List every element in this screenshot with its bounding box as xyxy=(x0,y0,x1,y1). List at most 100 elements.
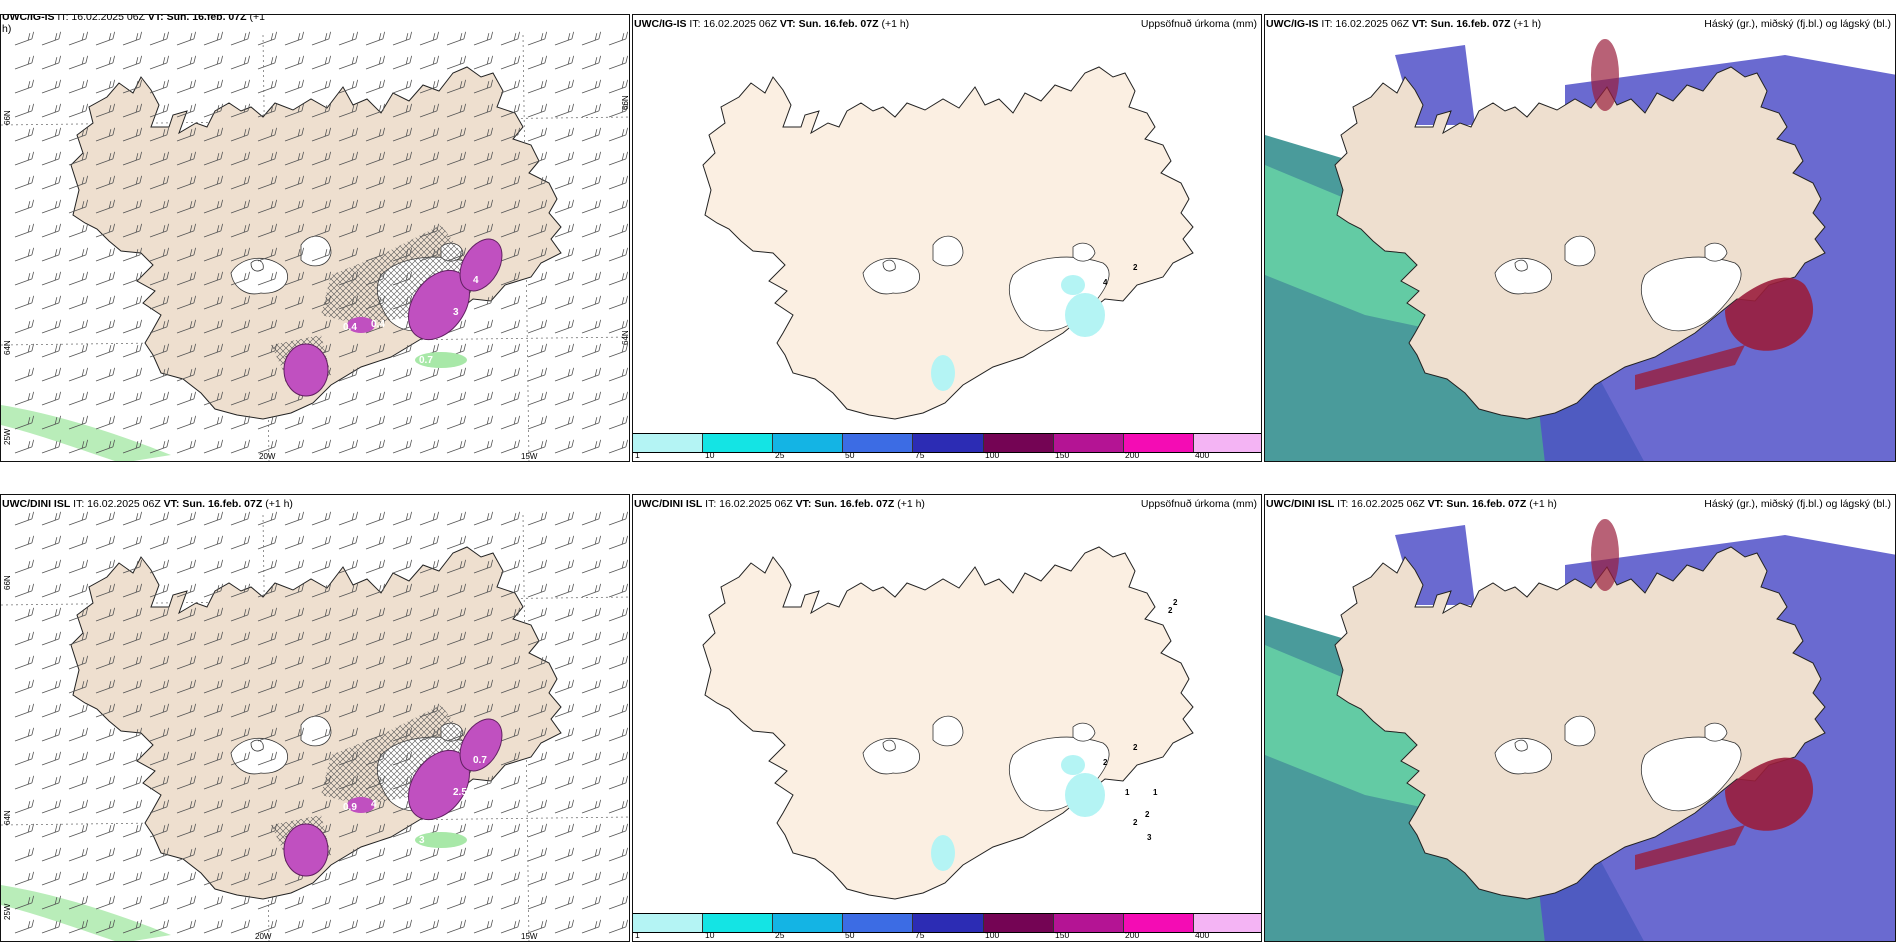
wind-barb xyxy=(554,391,575,406)
wind-barb xyxy=(311,703,332,718)
wind-barb xyxy=(446,583,467,598)
wind-barb xyxy=(203,247,224,262)
wind-barb xyxy=(473,511,494,526)
wind-barb xyxy=(230,247,251,262)
wind-barb xyxy=(338,847,359,862)
wind-barb xyxy=(257,31,278,46)
wind-barb xyxy=(473,895,494,910)
wind-barb xyxy=(527,655,548,670)
wind-barb xyxy=(311,415,332,430)
lat-label-64n: 64N xyxy=(3,340,12,355)
wind-barb xyxy=(203,583,224,598)
wind-barb xyxy=(41,703,62,718)
high-cloud-area xyxy=(1635,825,1745,870)
wind-barb xyxy=(608,175,629,190)
wind-barb xyxy=(581,223,602,238)
wind-barb xyxy=(338,535,359,550)
wind-barb xyxy=(68,343,89,358)
wind-barb xyxy=(419,919,440,934)
precip-value: 2 xyxy=(1133,263,1138,272)
wind-barb xyxy=(95,751,116,766)
wind-barb xyxy=(527,223,548,238)
wind-barb xyxy=(122,415,143,430)
wind-barb xyxy=(149,871,170,886)
wind-barb xyxy=(608,271,629,286)
wind-barb xyxy=(446,535,467,550)
wind-barb xyxy=(14,703,35,718)
wind-barb xyxy=(608,511,629,526)
contour-value: 3 xyxy=(453,307,459,318)
glacier xyxy=(882,259,896,272)
wind-barb xyxy=(41,679,62,694)
wind-barb xyxy=(203,79,224,94)
lead-time-unit: h) xyxy=(2,23,12,35)
wind-barb xyxy=(500,871,521,886)
wind-barb xyxy=(392,199,413,214)
wind-barb xyxy=(608,343,629,358)
wind-barb xyxy=(203,127,224,142)
wind-barb xyxy=(365,679,386,694)
precip-cell xyxy=(283,343,329,397)
wind-barb xyxy=(68,583,89,598)
wind-barb xyxy=(311,751,332,766)
wind-barb xyxy=(176,223,197,238)
wind-barb xyxy=(203,703,224,718)
wind-barb xyxy=(527,799,548,814)
wind-barb xyxy=(149,775,170,790)
wind-barb xyxy=(95,391,116,406)
wind-barb xyxy=(257,175,278,190)
wind-barb xyxy=(419,31,440,46)
wind-barb xyxy=(122,319,143,334)
wind-barb xyxy=(473,127,494,142)
wind-barb xyxy=(392,103,413,118)
colorbar-swatch xyxy=(633,434,704,452)
wind-barb xyxy=(446,511,467,526)
wind-barb xyxy=(500,919,521,934)
wind-barb xyxy=(392,655,413,670)
wind-barb xyxy=(284,151,305,166)
wind-barb xyxy=(473,391,494,406)
precip-patch xyxy=(931,835,955,871)
wind-barb xyxy=(608,823,629,838)
wind-barb xyxy=(446,799,467,814)
wind-barb xyxy=(311,175,332,190)
wind-barb xyxy=(419,103,440,118)
wind-barb xyxy=(122,55,143,70)
wind-barb xyxy=(68,751,89,766)
wind-barb xyxy=(284,271,305,286)
wind-barb xyxy=(500,583,521,598)
wind-barb xyxy=(176,919,197,934)
colorbar-swatch xyxy=(1123,434,1194,452)
wind-barb xyxy=(257,607,278,622)
wind-barb xyxy=(257,391,278,406)
wind-barb xyxy=(68,151,89,166)
wind-barb xyxy=(149,151,170,166)
wind-barb xyxy=(311,631,332,646)
wind-barb xyxy=(68,367,89,382)
wind-barb xyxy=(500,631,521,646)
wind-barb xyxy=(608,439,629,454)
wind-barb xyxy=(68,775,89,790)
wind-barb xyxy=(608,103,629,118)
wind-barb xyxy=(14,535,35,550)
precip-value: 2 xyxy=(1103,758,1108,767)
lat-label-25w: 25W xyxy=(3,428,12,445)
wind-barb xyxy=(122,79,143,94)
colorbar-tick-label: 100 xyxy=(985,930,1000,940)
wind-barb xyxy=(527,367,548,382)
wind-barb xyxy=(608,679,629,694)
wind-barb xyxy=(338,559,359,574)
wind-barb xyxy=(338,679,359,694)
wind-barb xyxy=(284,727,305,742)
wind-barb xyxy=(311,583,332,598)
wind-barb xyxy=(176,247,197,262)
wind-barb xyxy=(419,559,440,574)
wind-barb xyxy=(392,151,413,166)
wind-barb xyxy=(284,895,305,910)
precip-value: 2 xyxy=(1168,606,1173,615)
wind-barb xyxy=(41,919,62,934)
wind-barb xyxy=(527,751,548,766)
wind-barb xyxy=(149,103,170,118)
wind-barb xyxy=(257,151,278,166)
